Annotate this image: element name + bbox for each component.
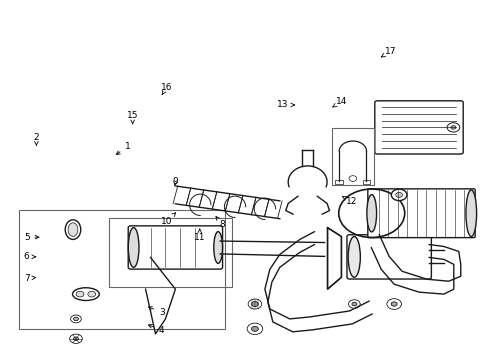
Text: 15: 15 [127,111,138,123]
Text: 7: 7 [24,274,36,283]
Circle shape [351,302,356,306]
Circle shape [69,334,82,343]
Ellipse shape [128,228,139,267]
Ellipse shape [347,237,360,277]
Circle shape [251,302,258,306]
Text: 4: 4 [148,324,164,334]
Ellipse shape [366,195,376,232]
Bar [19,210,224,329]
Circle shape [446,123,459,132]
Circle shape [386,299,401,309]
Circle shape [247,299,261,309]
Bar [108,218,232,287]
Circle shape [390,189,406,201]
Bar [331,129,373,185]
Ellipse shape [72,288,99,301]
Circle shape [70,315,81,323]
Ellipse shape [68,223,78,237]
Text: 3: 3 [148,307,164,317]
Text: 9: 9 [172,177,178,186]
FancyBboxPatch shape [374,101,462,154]
Text: 2: 2 [34,133,39,145]
Text: 8: 8 [216,216,225,229]
Ellipse shape [65,220,81,239]
Circle shape [251,327,258,331]
Text: 17: 17 [381,47,395,57]
FancyBboxPatch shape [128,226,222,269]
Ellipse shape [465,190,476,237]
Bar [362,180,369,184]
Text: 14: 14 [332,97,346,107]
Text: 6: 6 [24,252,36,261]
Ellipse shape [213,231,222,264]
Text: 5: 5 [24,233,39,242]
Circle shape [246,323,262,334]
Text: 16: 16 [161,83,172,94]
FancyBboxPatch shape [367,189,474,238]
Text: 13: 13 [276,100,294,109]
Text: 11: 11 [194,229,205,242]
Text: 12: 12 [342,197,356,206]
Circle shape [73,337,78,341]
Circle shape [88,291,96,297]
Circle shape [450,126,455,129]
Text: 10: 10 [161,213,175,226]
Circle shape [76,291,84,297]
Circle shape [348,176,356,181]
Circle shape [348,300,360,308]
Circle shape [390,302,396,306]
Circle shape [73,317,78,321]
Text: 1: 1 [116,141,130,154]
FancyBboxPatch shape [346,235,430,279]
Circle shape [395,192,402,197]
Bar [335,180,343,184]
Polygon shape [327,228,341,289]
